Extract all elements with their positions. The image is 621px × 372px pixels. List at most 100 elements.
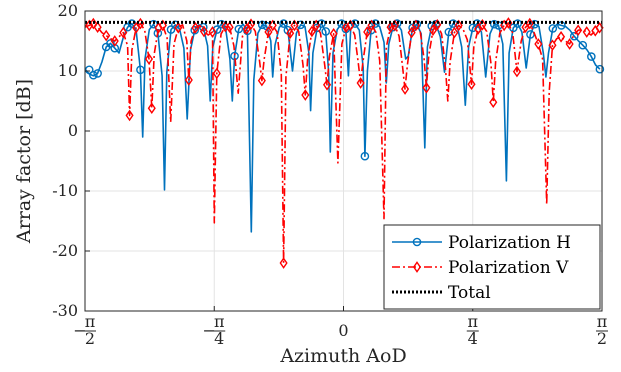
x-tick-denominator: 4 bbox=[468, 329, 478, 348]
y-tick-label: -30 bbox=[52, 301, 78, 320]
x-tick-label: π4− bbox=[203, 312, 226, 348]
x-tick-numerator: π bbox=[214, 312, 225, 331]
data-point-circle bbox=[371, 19, 380, 28]
data-point-diamond bbox=[525, 17, 534, 30]
data-point-diamond bbox=[557, 30, 566, 43]
y-tick-label: 0 bbox=[68, 121, 78, 140]
data-point-diamond bbox=[158, 19, 167, 32]
data-point-diamond bbox=[582, 26, 591, 38]
data-point-circle bbox=[84, 65, 94, 75]
data-point-diamond bbox=[208, 26, 217, 38]
data-point-diamond bbox=[85, 19, 94, 32]
data-point-diamond bbox=[301, 89, 310, 101]
x-tick-label: π2 bbox=[596, 312, 608, 348]
data-point-diamond bbox=[329, 27, 338, 40]
data-point-circle bbox=[93, 69, 102, 78]
data-point-circle bbox=[595, 64, 605, 74]
data-point-diamond bbox=[144, 53, 154, 65]
data-point-circle bbox=[578, 40, 588, 50]
data-point-diamond bbox=[386, 21, 395, 34]
data-point-circle bbox=[234, 24, 244, 34]
data-point-diamond bbox=[400, 83, 410, 95]
data-point-diamond bbox=[565, 38, 574, 50]
data-point-diamond bbox=[286, 27, 295, 40]
data-point-circle bbox=[89, 70, 98, 80]
x-tick-numerator: π bbox=[85, 312, 96, 331]
data-point-diamond bbox=[191, 21, 200, 34]
data-point-diamond bbox=[264, 26, 273, 38]
data-point-diamond bbox=[454, 19, 463, 32]
x-axis-label: Azimuth AoD bbox=[279, 345, 406, 367]
data-point-diamond bbox=[119, 26, 128, 39]
data-point-diamond bbox=[89, 17, 98, 30]
x-tick-sign: − bbox=[73, 321, 86, 340]
data-point-circle bbox=[136, 65, 145, 75]
data-point-diamond bbox=[390, 19, 399, 32]
data-point-diamond bbox=[242, 23, 251, 35]
legend-entry: Polarization H bbox=[392, 233, 571, 253]
x-tick-denominator: 2 bbox=[85, 329, 95, 348]
data-point-diamond bbox=[548, 39, 557, 52]
data-point-diamond bbox=[512, 65, 522, 78]
data-point-circle bbox=[321, 27, 331, 36]
y-tick-label: 10 bbox=[58, 61, 78, 80]
x-tick-sign: − bbox=[203, 321, 216, 340]
data-point-diamond bbox=[307, 25, 316, 38]
data-point-diamond bbox=[450, 26, 459, 39]
data-point-diamond bbox=[174, 21, 183, 34]
data-point-diamond bbox=[125, 109, 134, 122]
data-point-diamond bbox=[279, 257, 288, 269]
data-point-circle bbox=[412, 237, 422, 247]
data-point-diamond bbox=[356, 77, 365, 89]
data-point-diamond bbox=[290, 19, 299, 32]
legend-entry: Polarization V bbox=[392, 258, 569, 278]
data-point-diamond bbox=[184, 74, 193, 86]
data-point-circle bbox=[360, 151, 370, 161]
data-point-diamond bbox=[322, 78, 332, 91]
data-point-diamond bbox=[467, 78, 476, 91]
series-layer bbox=[84, 17, 605, 269]
data-point-diamond bbox=[212, 67, 221, 80]
legend-label: Total bbox=[448, 283, 491, 303]
data-point-diamond bbox=[428, 24, 438, 37]
legend-entry: Total bbox=[392, 283, 491, 303]
legend-label: Polarization V bbox=[448, 258, 569, 278]
data-point-diamond bbox=[257, 74, 266, 87]
y-tick-labels: -30 -20 -10 0 10 20 bbox=[52, 1, 78, 320]
y-axis-label: Array factor [dB] bbox=[13, 79, 35, 244]
series-line bbox=[84, 22, 601, 233]
x-tick-denominator: 2 bbox=[597, 329, 607, 348]
y-tick-label: -10 bbox=[52, 181, 78, 200]
data-point-diamond bbox=[110, 35, 119, 47]
data-point-diamond bbox=[147, 102, 156, 115]
data-point-diamond bbox=[93, 21, 102, 34]
x-tick-zero: 0 bbox=[338, 321, 348, 340]
data-point-diamond bbox=[574, 24, 583, 37]
data-point-circle bbox=[166, 25, 176, 34]
data-point-diamond bbox=[412, 261, 422, 273]
data-point-circle bbox=[279, 19, 288, 28]
x-tick-numerator: π bbox=[597, 312, 608, 331]
axes-frame bbox=[84, 10, 603, 312]
data-point-diamond bbox=[534, 38, 543, 50]
x-tick-denominator: 4 bbox=[214, 329, 224, 348]
data-point-diamond bbox=[342, 21, 351, 34]
data-point-diamond bbox=[478, 18, 487, 31]
data-point-diamond bbox=[363, 26, 372, 38]
y-tick-label: -20 bbox=[52, 241, 78, 260]
data-point-diamond bbox=[346, 19, 355, 32]
data-point-diamond bbox=[102, 29, 111, 42]
data-point-diamond bbox=[433, 18, 442, 31]
data-point-diamond bbox=[422, 81, 431, 94]
data-point-circle bbox=[569, 31, 579, 41]
x-tick-label: π4 bbox=[466, 312, 479, 348]
data-point-circle bbox=[530, 19, 540, 29]
data-point-diamond bbox=[199, 25, 209, 38]
data-point-circle bbox=[587, 52, 596, 61]
data-point-circle bbox=[489, 19, 499, 29]
y-tick-label: 20 bbox=[58, 1, 78, 20]
x-tick-label: 0 bbox=[338, 321, 348, 340]
data-point-circle bbox=[548, 24, 558, 33]
